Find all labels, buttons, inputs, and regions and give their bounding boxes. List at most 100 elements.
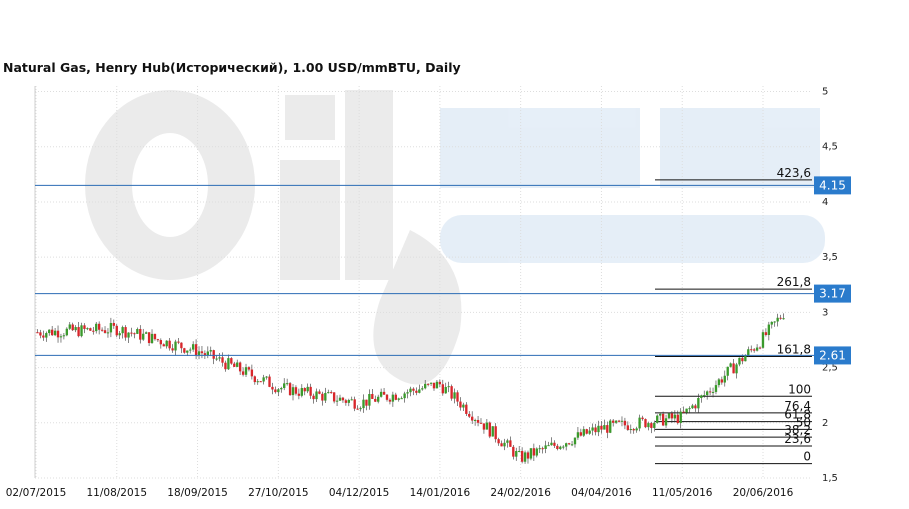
candle-body: [412, 388, 415, 391]
candle-body: [714, 385, 718, 392]
candle-body: [400, 398, 403, 400]
fib-label: 76,4: [784, 399, 811, 413]
candle-body: [632, 429, 635, 431]
candle-body: [667, 413, 671, 419]
candle-body: [441, 384, 444, 394]
candle-body: [89, 328, 92, 331]
horizontal-levels[interactable]: 4.15 3.17 2.61: [35, 176, 851, 365]
candle-body: [106, 332, 110, 334]
candle-body: [482, 423, 486, 430]
candle-body: [426, 383, 430, 385]
y-tick-label: 3: [822, 307, 828, 318]
candle-body: [438, 381, 442, 385]
candle-body: [747, 349, 750, 356]
x-tick-label: 04/12/2015: [329, 487, 390, 499]
price-tag: [814, 176, 851, 195]
candle-body: [705, 391, 709, 396]
candle-body: [147, 332, 151, 344]
candle-body: [133, 333, 136, 335]
y-tick-label: 2,5: [822, 363, 838, 374]
candle-body: [638, 417, 641, 429]
price-tag-label: 3.17: [819, 287, 846, 301]
candle-body: [56, 330, 60, 338]
candle-body: [388, 399, 392, 402]
candle-body: [118, 333, 121, 336]
candle-body: [626, 425, 630, 430]
candle-body: [758, 347, 762, 349]
candle-body: [324, 393, 327, 401]
candle-body: [515, 451, 518, 457]
candle-body: [409, 388, 412, 393]
candle-body: [535, 448, 538, 456]
candle-body: [203, 353, 207, 356]
candle-body: [236, 362, 239, 367]
candle-body: [752, 349, 756, 351]
candle-body: [247, 367, 251, 370]
candle-body: [189, 349, 192, 351]
candle-body: [567, 443, 571, 445]
candle-body: [200, 351, 204, 354]
candle-body: [588, 430, 591, 434]
candle-body: [382, 391, 386, 395]
candle-body: [506, 440, 509, 443]
candle-body: [144, 332, 148, 334]
candle-body: [165, 340, 168, 347]
candle-body: [80, 325, 83, 337]
candle-body: [335, 400, 339, 402]
x-tick-label: 04/04/2016: [571, 487, 632, 499]
candle-body: [673, 414, 677, 419]
candle-body: [732, 363, 735, 374]
candlestick-series: [36, 313, 785, 464]
candle-body: [465, 404, 468, 414]
candle-body: [473, 419, 477, 421]
candle-body: [136, 329, 139, 334]
candle-body: [183, 348, 186, 353]
candle-body: [330, 392, 333, 394]
candle-body: [518, 450, 521, 452]
candle-body: [156, 339, 160, 341]
candle-body: [218, 357, 221, 359]
candle-body: [726, 366, 729, 376]
fib-label: 161,8: [777, 343, 811, 357]
candle-body: [74, 327, 77, 331]
candle-body: [362, 399, 365, 409]
candle-body: [332, 392, 336, 402]
candle-body: [456, 392, 459, 402]
candle-body: [174, 341, 177, 351]
candle-body: [767, 324, 771, 335]
candle-body: [591, 427, 594, 431]
candle-body: [288, 383, 292, 396]
candle-body: [641, 417, 644, 420]
candle-body: [224, 362, 227, 370]
candle-body: [656, 415, 659, 423]
candle-body: [679, 411, 682, 424]
candle-body: [694, 405, 697, 409]
candle-body: [597, 425, 600, 433]
candle-body: [212, 350, 215, 359]
candle-body: [664, 418, 668, 426]
candle-body: [421, 388, 424, 390]
candle-body: [650, 423, 653, 428]
candle-body: [503, 442, 506, 447]
candle-body: [623, 420, 627, 426]
candle-body: [48, 329, 51, 334]
x-tick-label: 14/01/2016: [410, 487, 471, 499]
y-axis: 1,5 2 2,5 3 3,5 4 4,5 5: [822, 87, 838, 484]
x-tick-label: 18/09/2015: [167, 487, 228, 499]
candle-body: [670, 413, 674, 419]
candle-body: [53, 330, 57, 336]
candle-body: [562, 446, 565, 448]
candle-body: [723, 375, 726, 383]
price-tag-label: 2.61: [819, 348, 846, 362]
candle-body: [277, 389, 280, 393]
candle-body: [341, 397, 345, 401]
candle-body: [180, 342, 183, 349]
candle-body: [327, 392, 330, 394]
candle-body: [265, 376, 268, 378]
candle-body: [371, 394, 374, 399]
candle-body: [773, 321, 776, 323]
candle-body: [418, 389, 421, 393]
candle-body: [347, 399, 350, 403]
candle-body: [491, 426, 494, 437]
